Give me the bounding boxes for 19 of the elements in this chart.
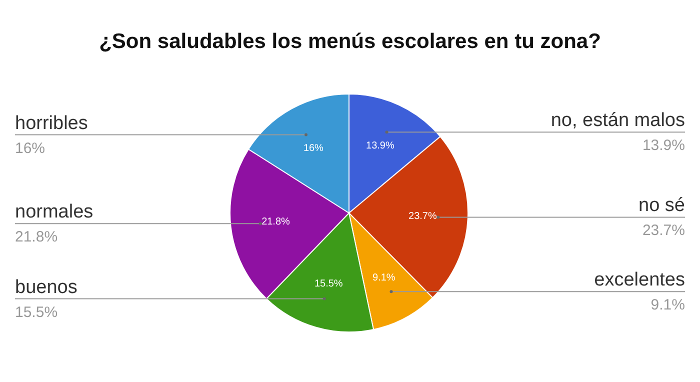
slice-label: excelentes xyxy=(594,270,685,291)
data-label: 21.8% xyxy=(262,216,290,228)
text: 16% xyxy=(15,140,46,157)
text: 21.8% xyxy=(15,228,58,246)
text: 9.1% xyxy=(650,296,685,314)
text: 23.7% xyxy=(642,222,685,240)
slice-label: no, están malos xyxy=(550,110,685,132)
slice-label: buenos xyxy=(15,276,78,298)
data-label: 13.9% xyxy=(366,140,394,152)
slice-label: no sé xyxy=(638,195,685,216)
chart-title: ¿Son saludables los menús escolares en tu zona? xyxy=(99,30,601,53)
slice-label: normales xyxy=(15,202,94,223)
data-label: 9.1% xyxy=(372,272,396,284)
slice-label: horribles xyxy=(15,112,88,134)
data-label: 15.5% xyxy=(314,278,343,290)
data-label: 16% xyxy=(303,142,324,154)
data-label: 23.7% xyxy=(408,210,437,222)
text: 15.5% xyxy=(15,304,58,321)
text: 13.9% xyxy=(642,137,685,154)
